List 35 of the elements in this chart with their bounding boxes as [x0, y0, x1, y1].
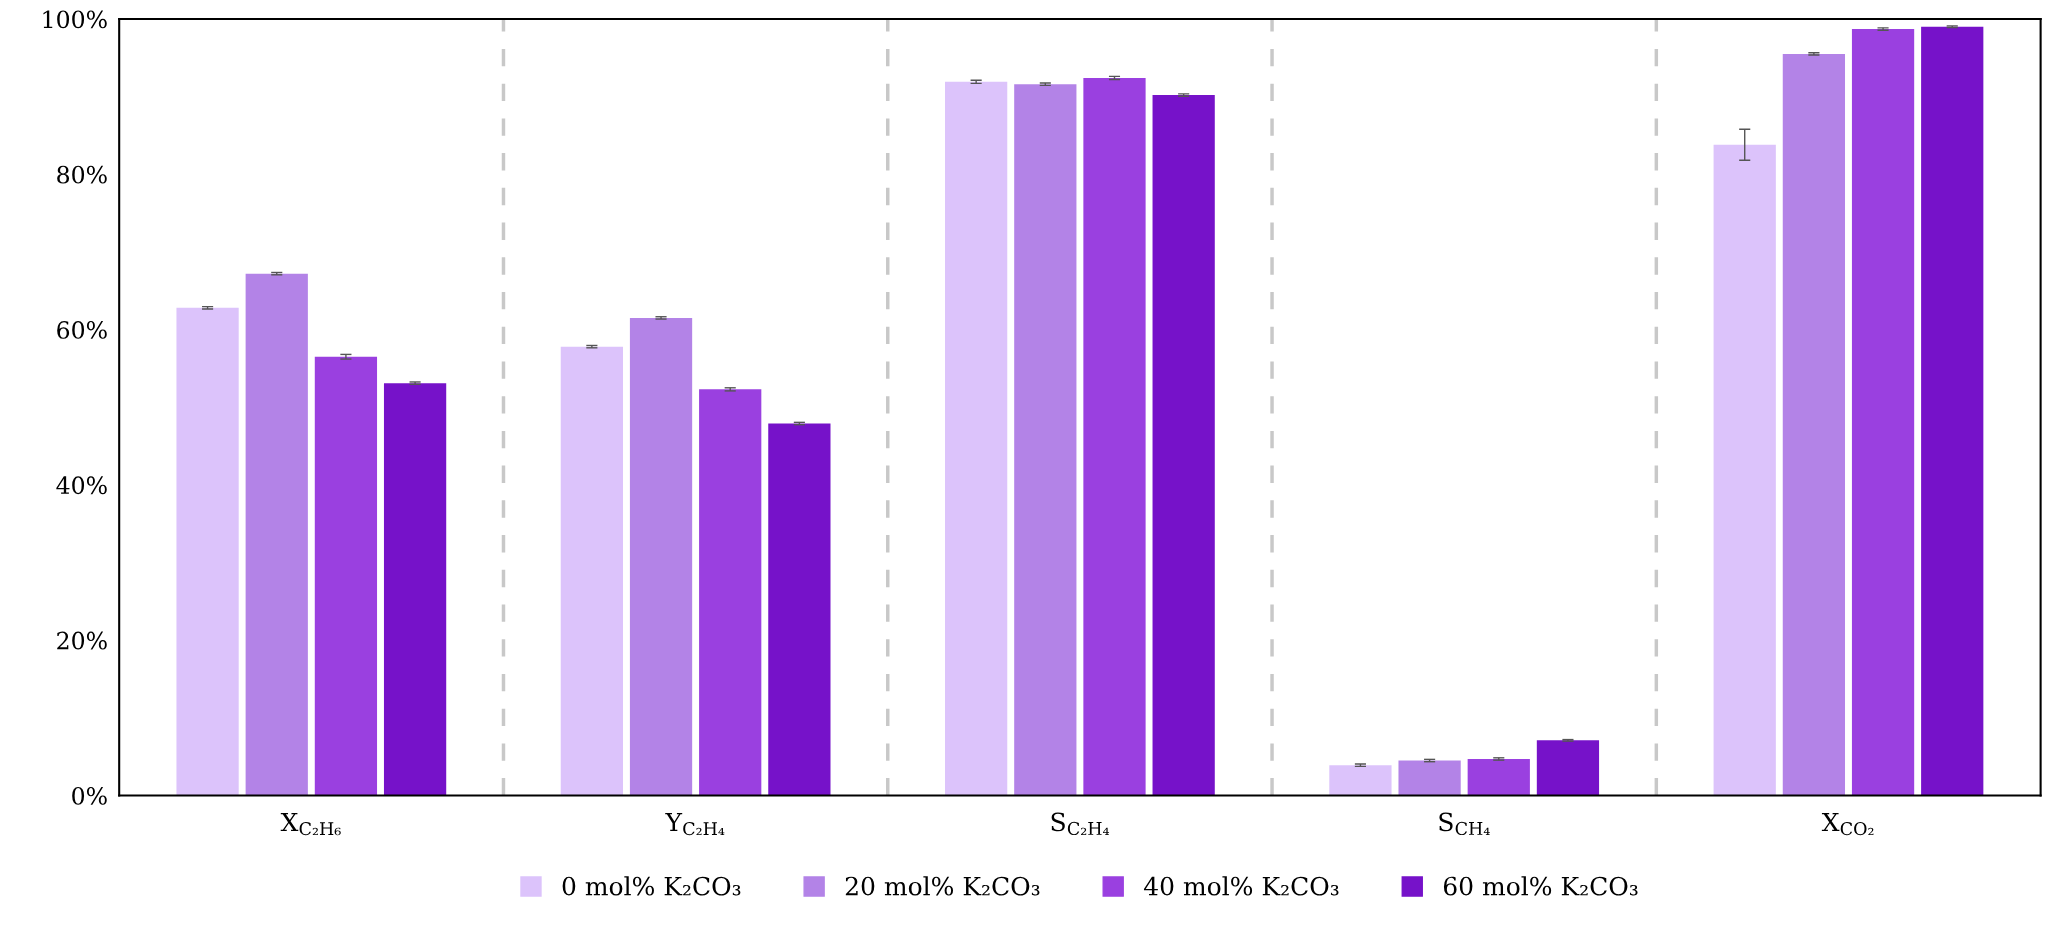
x-tick-label: X$_{CO₂}$ [1821, 812, 1874, 836]
bar [1014, 84, 1077, 796]
bar [314, 356, 378, 796]
bar [768, 423, 831, 796]
bar [560, 346, 623, 796]
bar [1782, 53, 1846, 796]
y-tick-label: 40% [56, 476, 107, 495]
x-tick-label: S$_{C₂H₄}$ [1051, 812, 1110, 836]
y-tick-label: 100% [43, 10, 107, 29]
x-tick-label: S$_{CH₄}$ [1439, 812, 1490, 836]
bar [245, 273, 308, 796]
x-tick-label: Y$_{C₂H₄}$ [665, 812, 725, 836]
y-tick-label: 60% [57, 321, 107, 339]
legend-label: 40 mol% K₂CO₃ [1143, 876, 1339, 896]
bar [1921, 26, 1984, 796]
bar [383, 383, 447, 796]
bar [1467, 758, 1530, 796]
bar [1152, 95, 1215, 796]
bar [1713, 144, 1776, 796]
bar [1083, 77, 1146, 796]
x-tick-label: X$_{C₂H₆}$ [280, 812, 341, 836]
legend-label: 20 mol% K₂CO₃ [845, 876, 1040, 896]
y-tick-label: 20% [57, 631, 107, 650]
bar [176, 307, 239, 796]
bar [1398, 760, 1461, 796]
y-tick-label: 0% [72, 786, 107, 805]
bar [629, 317, 693, 796]
bar [1536, 740, 1600, 796]
legend-label: 0 mol% K₂CO₃ [562, 876, 741, 896]
y-tick-label: 80% [57, 165, 107, 184]
bar [945, 81, 1008, 796]
bar [1851, 29, 1915, 796]
bar [699, 389, 762, 796]
bar [1329, 765, 1392, 796]
legend-label: 60 mol% K₂CO₃ [1443, 876, 1638, 896]
